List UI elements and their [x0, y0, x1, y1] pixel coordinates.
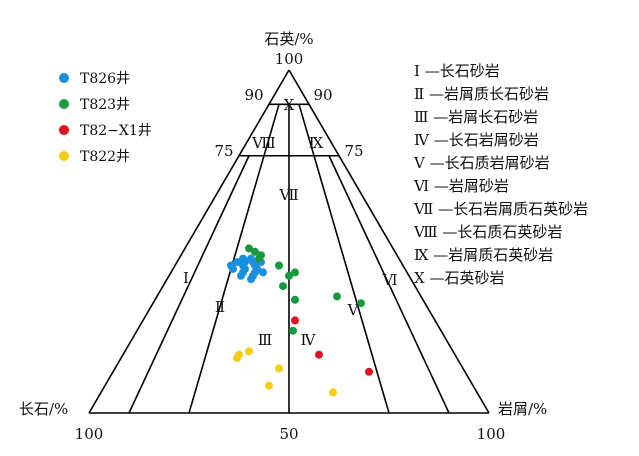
- data-point-series-1-11: [289, 326, 297, 335]
- legend-label-t826: T826井: [80, 71, 130, 87]
- zone-legend-item-4: Ⅳ —长石岩屑砂岩: [414, 131, 539, 149]
- zone-label-10: Ⅹ: [284, 96, 295, 114]
- data-point-series-0-12: [239, 268, 247, 277]
- series-legend: T826井 T823井 T82−X1井 T822井: [59, 71, 152, 165]
- data-point-series-2-2: [365, 367, 373, 376]
- data-points: [227, 244, 373, 397]
- zone-label-7: Ⅶ: [278, 186, 298, 204]
- data-point-series-1-3: [255, 254, 263, 263]
- zone-legend-item-9: Ⅸ —岩屑质石英砂岩: [414, 246, 553, 264]
- data-point-series-1-0: [245, 244, 253, 253]
- tick-label-apex: 100: [275, 50, 304, 68]
- triangle-edge-left: [88, 69, 290, 414]
- data-point-series-0-15: [227, 261, 235, 270]
- legend-label-t822: T822井: [80, 149, 130, 165]
- tick-label-90-right: 90: [313, 86, 332, 104]
- data-point-series-3-2: [245, 347, 253, 356]
- data-point-series-2-1: [315, 350, 323, 359]
- data-point-series-3-3: [275, 364, 283, 373]
- data-point-series-1-8: [291, 295, 299, 304]
- data-point-series-0-11: [247, 275, 255, 284]
- data-point-series-0-14: [253, 264, 261, 273]
- tick-label-90-left: 90: [244, 86, 263, 104]
- data-point-series-1-5: [291, 268, 299, 277]
- zone-legend-item-7: Ⅶ —长石岩屑质石英砂岩: [413, 200, 588, 218]
- zone-label-2: Ⅱ: [215, 298, 225, 316]
- zone-legend-item-1: Ⅰ —长石砂岩: [414, 62, 500, 80]
- data-point-series-0-13: [239, 254, 247, 263]
- tick-label-bottom-left: 100: [75, 425, 104, 443]
- tick-label-75-right: 75: [344, 142, 363, 160]
- data-point-series-3-5: [329, 388, 337, 397]
- ray-fr-1to9: [328, 155, 450, 414]
- zone-legend-item-8: Ⅷ —长石质石英砂岩: [413, 223, 562, 241]
- data-point-series-1-4: [275, 261, 283, 270]
- zone-legend-item-2: Ⅱ —岩屑质长石砂岩: [414, 85, 549, 103]
- zone-legend-item-6: Ⅵ —岩屑砂岩: [413, 177, 509, 195]
- data-point-series-1-9: [333, 292, 341, 301]
- tick-label-bottom-mid: 50: [279, 425, 298, 443]
- zone-label-5: Ⅴ: [347, 301, 360, 319]
- data-point-series-0-6: [233, 258, 241, 267]
- triangle-frame: [88, 69, 490, 414]
- zone-legend-item-3: Ⅲ —岩屑长石砂岩: [414, 108, 538, 126]
- axis-label-lithic: 岩屑/%: [498, 400, 547, 418]
- data-point-series-3-4: [265, 381, 273, 390]
- ray-fr-1to3: [298, 104, 390, 414]
- zone-label-6: Ⅵ: [381, 271, 397, 289]
- data-point-series-0-17: [249, 258, 257, 267]
- legend-marker-t822: [59, 151, 69, 161]
- zone-legend-item-10: Ⅹ —石英砂岩: [414, 269, 504, 287]
- zone-label-1: Ⅰ: [183, 269, 189, 287]
- ray-fr-9to1: [128, 155, 250, 414]
- zone-legend: Ⅰ —长石砂岩 Ⅱ —岩屑质长石砂岩 Ⅲ —岩屑长石砂岩 Ⅳ —长石岩屑砂岩 Ⅴ…: [413, 62, 588, 287]
- data-point-series-1-7: [279, 282, 287, 291]
- tick-label-bottom-right: 100: [477, 425, 506, 443]
- legend-label-t823: T823井: [80, 97, 130, 113]
- tick-label-75-left: 75: [214, 142, 233, 160]
- zone-label-8: Ⅷ: [251, 134, 276, 152]
- data-point-series-0-16: [259, 268, 267, 277]
- legend-marker-t826: [59, 73, 69, 83]
- zone-legend-item-5: Ⅴ —长石质岩屑砂岩: [413, 154, 550, 172]
- zone-label-3: Ⅲ: [258, 331, 272, 349]
- data-point-series-0-10: [239, 261, 247, 270]
- legend-marker-t823: [59, 99, 69, 109]
- data-point-series-3-1: [233, 354, 241, 363]
- triangle-edge-right: [288, 69, 490, 414]
- legend-label-t82x1: T82−X1井: [80, 123, 152, 139]
- data-point-series-1-1: [251, 247, 259, 256]
- data-point-series-1-10: [357, 299, 365, 308]
- data-point-series-2-0: [291, 316, 299, 325]
- ray-fr-3to1: [188, 104, 280, 414]
- data-point-series-1-6: [285, 271, 293, 280]
- axis-label-quartz: 石英/%: [264, 30, 313, 48]
- zone-label-9: Ⅸ: [309, 134, 324, 152]
- axis-label-feldspar: 长石/%: [19, 400, 68, 418]
- legend-marker-t82x1: [59, 125, 69, 135]
- zone-label-4: Ⅳ: [301, 331, 317, 349]
